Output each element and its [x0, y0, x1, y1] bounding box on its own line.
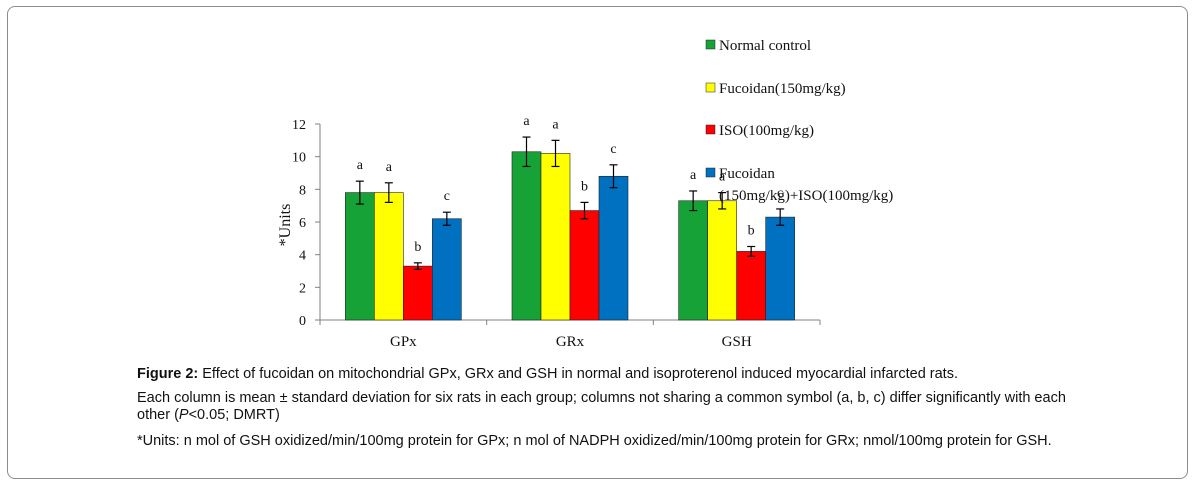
- bar: [540, 153, 571, 321]
- bar: [374, 192, 404, 321]
- legend-label: Fucoidan(150mg/kg): [719, 81, 846, 97]
- bar: [569, 210, 600, 321]
- significance-label: b: [581, 179, 588, 194]
- caption-note-tail: <0.05; DMRT): [188, 407, 280, 423]
- significance-label: a: [690, 168, 697, 183]
- significance-label: b: [414, 240, 421, 255]
- legend-swatch: [705, 124, 716, 135]
- chart-bars: a a b c a a b c a a b c: [345, 114, 795, 321]
- significance-label: a: [552, 117, 559, 132]
- bar: [432, 218, 462, 321]
- significance-label: c: [777, 186, 783, 201]
- significance-label: c: [610, 142, 616, 157]
- bar: [765, 216, 795, 321]
- y-tick-label: 8: [299, 183, 306, 198]
- y-tick-label: 2: [299, 281, 306, 296]
- figure-caption: Figure 2: Effect of fucoidan on mitochon…: [137, 366, 1097, 383]
- significance-label: a: [523, 114, 530, 129]
- y-axis-label: *Units: [277, 204, 294, 247]
- legend-label: ISO(100mg/kg): [719, 123, 814, 139]
- legend-label: Normal control: [719, 38, 811, 54]
- x-tick-label: GPx: [390, 334, 417, 350]
- bar: [598, 175, 629, 321]
- caption-note-p: P: [178, 407, 189, 423]
- y-tick-label: 0: [299, 314, 306, 329]
- legend-label: Fucoidan: [719, 166, 775, 182]
- legend-swatch: [705, 82, 716, 93]
- significance-label: a: [719, 170, 726, 185]
- significance-label: b: [748, 224, 755, 239]
- y-tick-label: 4: [299, 249, 306, 264]
- y-tick-label: 6: [299, 216, 306, 231]
- legend-swatch: [705, 167, 716, 178]
- figure-label: Figure 2:: [137, 366, 199, 382]
- caption-note: Each column is mean ± standard deviation…: [137, 390, 1097, 424]
- x-tick-label: GRx: [556, 334, 585, 350]
- figure-caption-text: Effect of fucoidan on mitochondrial GPx,…: [198, 366, 958, 382]
- bar: [678, 200, 708, 321]
- significance-label: a: [386, 160, 393, 175]
- caption-note-text: Each column is mean ± standard deviation…: [137, 390, 1066, 423]
- y-tick-label: 10: [292, 151, 306, 166]
- caption-units: *Units: n mol of GSH oxidized/min/100mg …: [137, 433, 1097, 450]
- y-tick-label: 12: [292, 118, 306, 133]
- bar-chart: 0 2 4 6 8 10 12 *Units GPx GRx GSH a a b c a a b c a a b c No…: [277, 38, 893, 350]
- legend-label: (150mg/kg)+ISO(100mg/kg): [719, 188, 893, 204]
- bar: [736, 251, 766, 321]
- x-tick-label: GSH: [722, 334, 752, 350]
- bar: [403, 265, 433, 321]
- legend-swatch: [705, 39, 716, 50]
- bar: [345, 192, 375, 321]
- chart-legend: Normal control Fucoidan(150mg/kg) ISO(100m…: [705, 38, 893, 204]
- caption-units-text: *Units: n mol of GSH oxidized/min/100mg …: [137, 433, 1052, 449]
- bar: [707, 200, 737, 321]
- significance-label: c: [444, 189, 450, 204]
- bar: [511, 151, 542, 321]
- significance-label: a: [357, 158, 364, 173]
